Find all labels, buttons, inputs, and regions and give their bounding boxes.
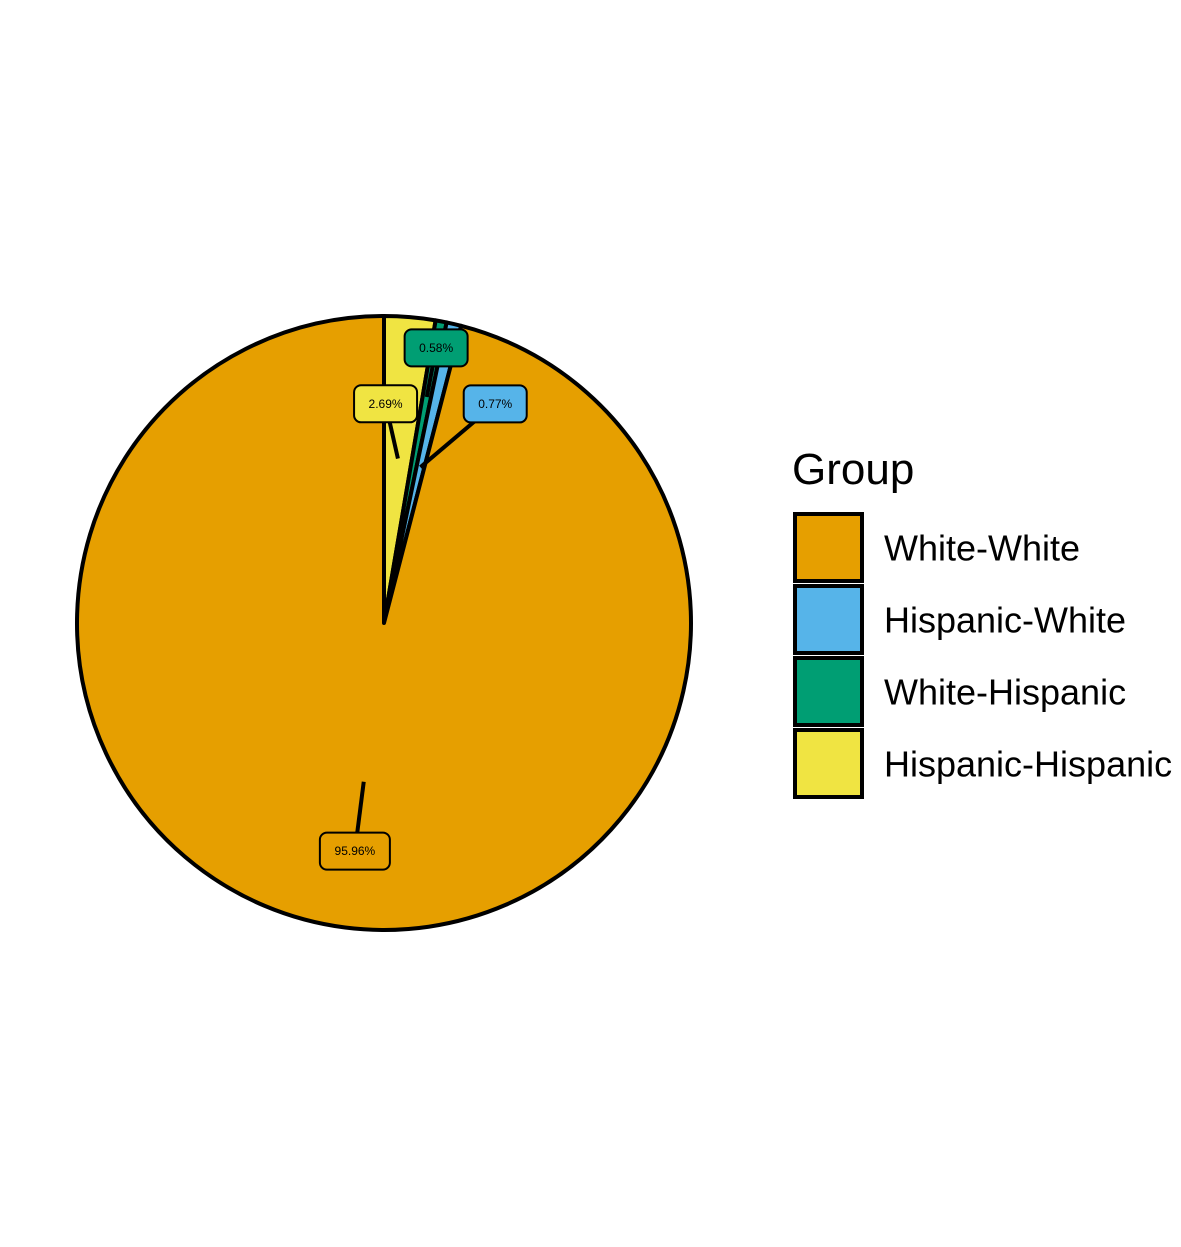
data-label-box xyxy=(353,384,419,424)
data-label-text: 95.96% xyxy=(335,844,376,858)
legend-label: Hispanic-White xyxy=(884,600,1126,641)
legend-key-swatch xyxy=(793,728,864,799)
legend-key-swatch xyxy=(793,584,864,655)
legend-title: Group xyxy=(792,445,914,494)
legend-item-white-hispanic: White-Hispanic xyxy=(793,656,1126,727)
pie-slice-white-white xyxy=(75,314,693,932)
data-label-box xyxy=(462,384,528,424)
legend-item-white-white: White-White xyxy=(793,512,1080,583)
data-label-hispanic-hispanic: 2.69% xyxy=(353,384,419,424)
data-label-hispanic-white: 0.77% xyxy=(462,384,528,424)
pie-slices xyxy=(75,314,693,932)
data-labels: 2.69% 0.58% 0.77% 95.96% xyxy=(318,328,528,871)
legend-label: White-White xyxy=(884,528,1080,569)
data-label-box xyxy=(403,328,469,368)
legend: Group White-White Hispanic-White White-His… xyxy=(792,445,1172,799)
legend-label: Hispanic-Hispanic xyxy=(884,744,1172,785)
legend-key-swatch xyxy=(793,656,864,727)
legend-label: White-Hispanic xyxy=(884,672,1126,713)
data-label-white-hispanic: 0.58% xyxy=(403,328,469,368)
data-label-text: 0.77% xyxy=(478,397,512,411)
data-label-box xyxy=(318,831,391,871)
data-label-text: 2.69% xyxy=(369,397,403,411)
data-label-white-white: 95.96% xyxy=(318,831,391,871)
legend-key-swatch xyxy=(793,512,864,583)
legend-item-hispanic-hispanic: Hispanic-Hispanic xyxy=(793,728,1172,799)
legend-item-hispanic-white: Hispanic-White xyxy=(793,584,1126,655)
legend-items: White-White Hispanic-White White-Hispanic H… xyxy=(793,512,1172,799)
data-label-text: 0.58% xyxy=(419,341,453,355)
